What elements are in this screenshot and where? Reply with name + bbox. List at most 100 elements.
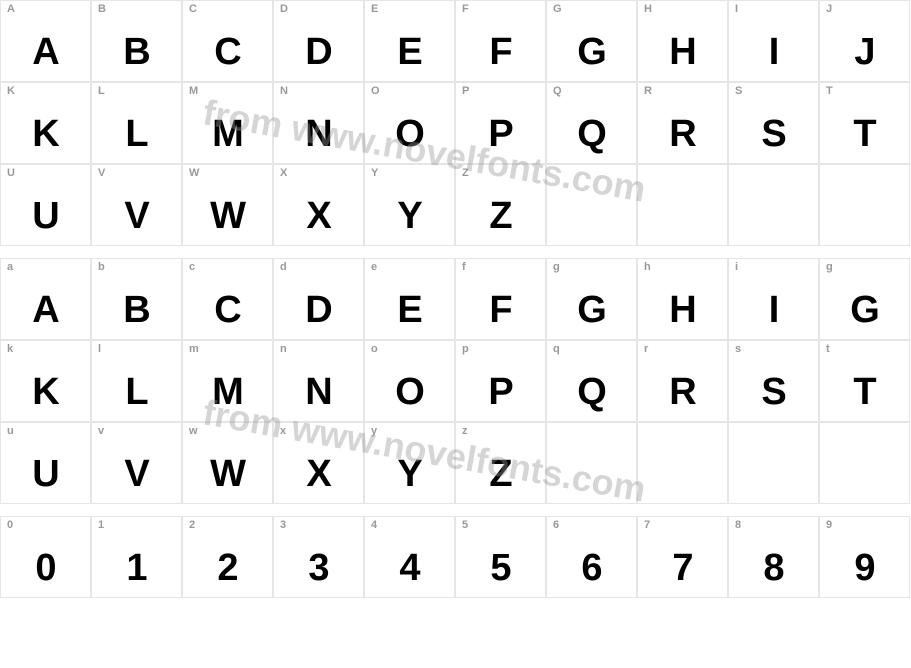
cell-label: W: [189, 167, 199, 179]
cell-glyph: R: [669, 115, 695, 153]
cell-glyph: G: [850, 291, 879, 329]
cell-glyph: Q: [577, 373, 606, 411]
cell-glyph: 6: [581, 549, 601, 587]
cell-glyph: V: [124, 197, 148, 235]
cell-glyph: W: [210, 455, 245, 493]
spacer-row: [0, 504, 911, 516]
cell-glyph: 1: [126, 549, 146, 587]
glyph-cell: 88: [728, 516, 819, 598]
cell-label: 7: [644, 519, 650, 531]
cell-label: J: [826, 3, 832, 15]
cell-label: b: [98, 261, 105, 273]
glyph-cell: yY: [364, 422, 455, 504]
cell-label: z: [462, 425, 468, 437]
glyph-cell: MM: [182, 82, 273, 164]
glyph-cell: XX: [273, 164, 364, 246]
glyph-cell: nN: [273, 340, 364, 422]
glyph-cell: qQ: [546, 340, 637, 422]
cell-glyph: C: [214, 33, 240, 71]
cell-glyph: 7: [672, 549, 692, 587]
cell-label: I: [735, 3, 738, 15]
glyph-cell: 11: [91, 516, 182, 598]
cell-glyph: 9: [854, 549, 874, 587]
cell-glyph: A: [32, 291, 58, 329]
glyph-cell: BB: [91, 0, 182, 82]
cell-label: a: [7, 261, 13, 273]
cell-glyph: S: [761, 115, 785, 153]
cell-label: Y: [371, 167, 378, 179]
cell-glyph: G: [577, 33, 606, 71]
cell-label: q: [553, 343, 560, 355]
glyph-cell: wW: [182, 422, 273, 504]
cell-glyph: W: [210, 197, 245, 235]
cell-label: 0: [7, 519, 13, 531]
cell-label: 6: [553, 519, 559, 531]
glyph-cell: 44: [364, 516, 455, 598]
cell-label: P: [462, 85, 469, 97]
cell-label: U: [7, 167, 15, 179]
glyph-cell: OO: [364, 82, 455, 164]
cell-label: T: [826, 85, 833, 97]
cell-label: 1: [98, 519, 104, 531]
cell-label: c: [189, 261, 195, 273]
cell-label: o: [371, 343, 378, 355]
cell-glyph: A: [32, 33, 58, 71]
cell-label: H: [644, 3, 652, 15]
cell-glyph: K: [32, 373, 58, 411]
cell-glyph: V: [124, 455, 148, 493]
cell-glyph: S: [761, 373, 785, 411]
cell-label: m: [189, 343, 199, 355]
cell-glyph: O: [395, 373, 424, 411]
glyph-cell: [819, 164, 910, 246]
glyph-cell: lL: [91, 340, 182, 422]
cell-glyph: H: [669, 291, 695, 329]
glyph-cell: gG: [819, 258, 910, 340]
glyph-cell: QQ: [546, 82, 637, 164]
cell-glyph: Z: [489, 197, 511, 235]
glyph-cell: FF: [455, 0, 546, 82]
cell-label: C: [189, 3, 197, 15]
glyph-cell: PP: [455, 82, 546, 164]
cell-glyph: N: [305, 115, 331, 153]
cell-label: X: [280, 167, 287, 179]
glyph-cell: SS: [728, 82, 819, 164]
glyph-cell: II: [728, 0, 819, 82]
cell-label: F: [462, 3, 469, 15]
cell-glyph: M: [212, 115, 243, 153]
glyph-cell: uU: [0, 422, 91, 504]
cell-glyph: Q: [577, 115, 606, 153]
glyph-cell: zZ: [455, 422, 546, 504]
cell-glyph: G: [577, 291, 606, 329]
glyph-cell: 66: [546, 516, 637, 598]
cell-glyph: F: [489, 291, 511, 329]
glyph-cell: CC: [182, 0, 273, 82]
glyph-cell: AA: [0, 0, 91, 82]
glyph-cell: RR: [637, 82, 728, 164]
glyph-cell: 77: [637, 516, 728, 598]
cell-glyph: P: [488, 115, 512, 153]
cell-label: r: [644, 343, 648, 355]
cell-label: v: [98, 425, 104, 437]
glyph-cell: 33: [273, 516, 364, 598]
glyph-cell: [637, 422, 728, 504]
cell-label: 9: [826, 519, 832, 531]
cell-label: g: [553, 261, 560, 273]
cell-label: V: [98, 167, 105, 179]
cell-glyph: N: [305, 373, 331, 411]
glyph-cell: pP: [455, 340, 546, 422]
cell-glyph: O: [395, 115, 424, 153]
cell-label: 2: [189, 519, 195, 531]
cell-glyph: M: [212, 373, 243, 411]
glyph-cell: [637, 164, 728, 246]
glyph-cell: YY: [364, 164, 455, 246]
cell-label: G: [553, 3, 562, 15]
cell-glyph: L: [125, 115, 147, 153]
cell-glyph: K: [32, 115, 58, 153]
glyph-cell: TT: [819, 82, 910, 164]
glyph-cell: [546, 164, 637, 246]
cell-label: i: [735, 261, 738, 273]
cell-glyph: L: [125, 373, 147, 411]
glyph-cell: 00: [0, 516, 91, 598]
glyph-cell: UU: [0, 164, 91, 246]
cell-label: u: [7, 425, 14, 437]
